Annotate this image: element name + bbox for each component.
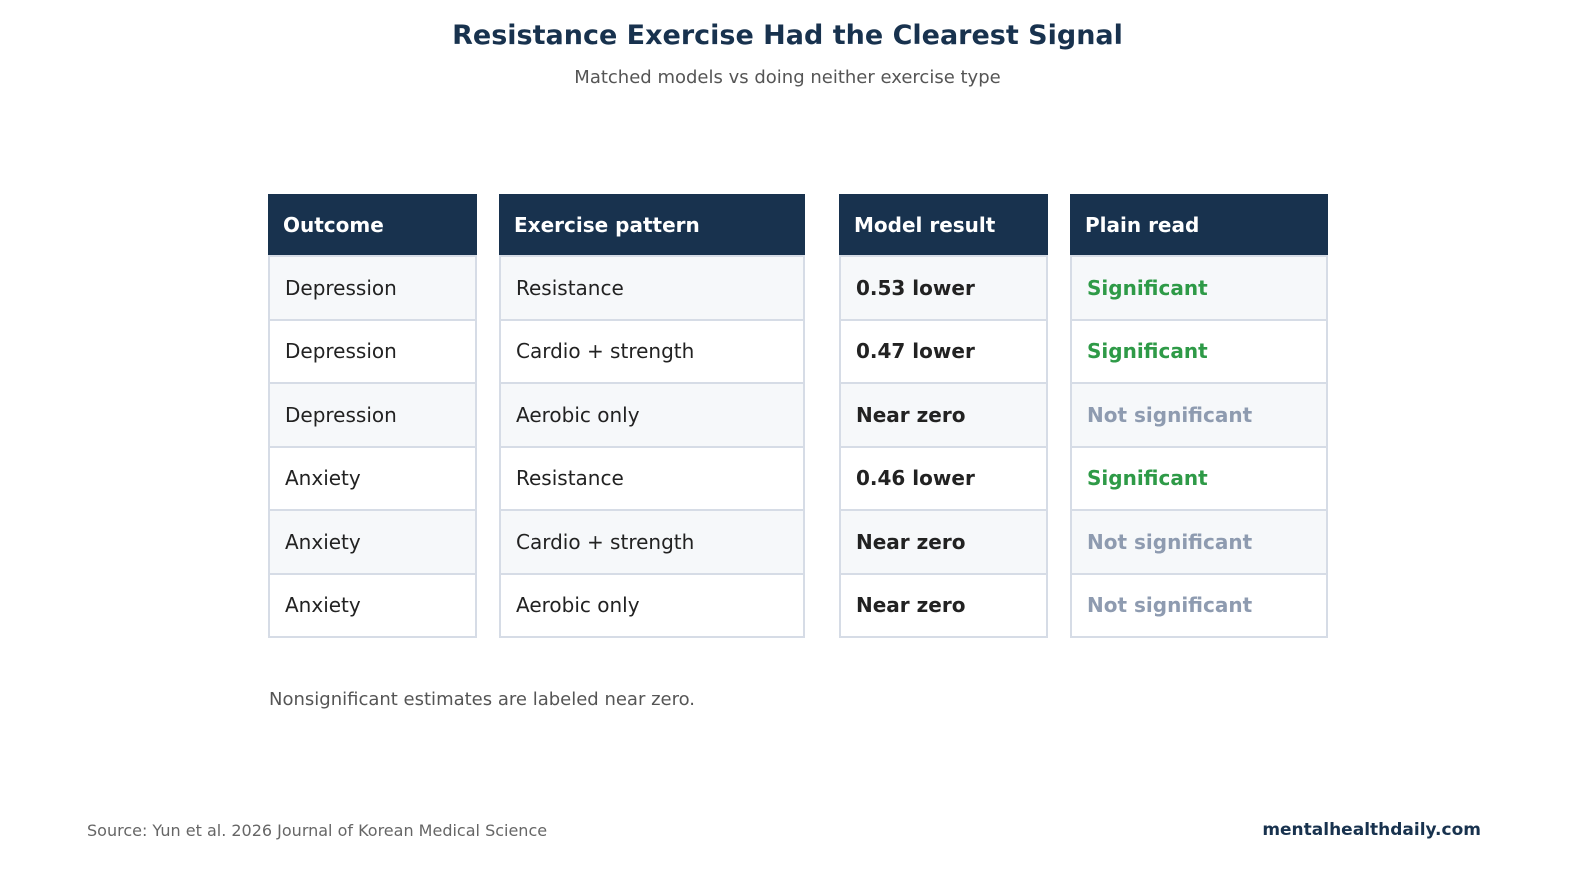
cell-exercise-pattern: Cardio + strength — [499, 320, 805, 384]
cell-plain-read: Significant — [1070, 257, 1328, 321]
column-plain-read: Plain read Significant Significant Not s… — [1070, 194, 1328, 638]
column-outcome: Outcome Depression Depression Depression… — [268, 194, 477, 638]
cell-exercise-pattern: Resistance — [499, 447, 805, 511]
chart-title: Resistance Exercise Had the Clearest Sig… — [452, 20, 1123, 51]
cell-outcome: Anxiety — [268, 447, 477, 511]
cell-outcome: Anxiety — [268, 574, 477, 638]
cell-outcome: Depression — [268, 384, 477, 448]
cell-model-result: Near zero — [839, 511, 1048, 575]
cell-model-result: Near zero — [839, 384, 1048, 448]
cell-model-result: 0.53 lower — [839, 257, 1048, 321]
cell-plain-read: Significant — [1070, 447, 1328, 511]
cell-exercise-pattern: Aerobic only — [499, 574, 805, 638]
cell-plain-read: Not significant — [1070, 511, 1328, 575]
source-credit: Source: Yun et al. 2026 Journal of Korea… — [87, 821, 548, 840]
header-outcome: Outcome — [268, 194, 477, 257]
cell-model-result: Near zero — [839, 574, 1048, 638]
chart-subtitle: Matched models vs doing neither exercise… — [574, 67, 1001, 88]
header-exercise-pattern: Exercise pattern — [499, 194, 805, 257]
cell-model-result: 0.47 lower — [839, 320, 1048, 384]
cell-exercise-pattern: Aerobic only — [499, 384, 805, 448]
footnote: Nonsignificant estimates are labeled nea… — [269, 689, 696, 710]
cell-plain-read: Significant — [1070, 320, 1328, 384]
cell-exercise-pattern: Cardio + strength — [499, 511, 805, 575]
header-model-result: Model result — [839, 194, 1048, 257]
header-plain-read: Plain read — [1070, 194, 1328, 257]
cell-plain-read: Not significant — [1070, 384, 1328, 448]
cell-exercise-pattern: Resistance — [499, 257, 805, 321]
cell-plain-read: Not significant — [1070, 574, 1328, 638]
cell-outcome: Depression — [268, 257, 477, 321]
column-exercise-pattern: Exercise pattern Resistance Cardio + str… — [499, 194, 805, 638]
column-model-result: Model result 0.53 lower 0.47 lower Near … — [839, 194, 1048, 638]
cell-outcome: Anxiety — [268, 511, 477, 575]
brand-link[interactable]: mentalhealthdaily.com — [1262, 820, 1481, 840]
cell-outcome: Depression — [268, 320, 477, 384]
cell-model-result: 0.46 lower — [839, 447, 1048, 511]
